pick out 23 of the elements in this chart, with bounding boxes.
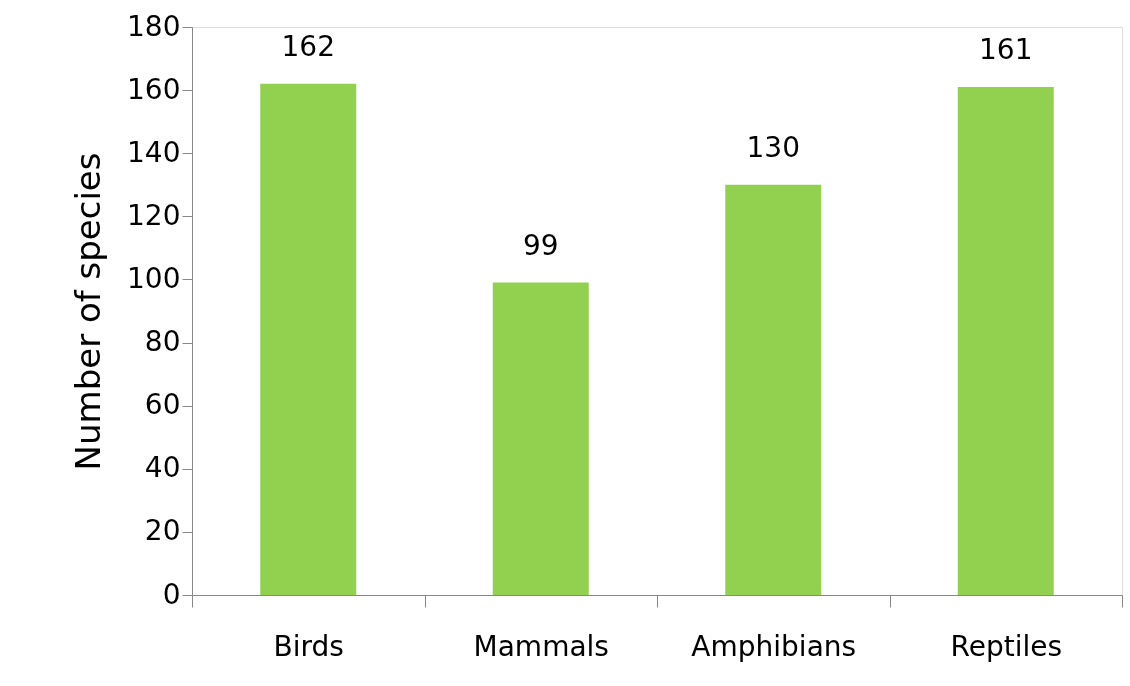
y-tick-label: 180 [127,9,181,43]
y-tick-label: 60 [144,388,181,422]
bar [260,83,357,595]
y-tick-label: 160 [127,72,181,106]
y-axis-title: Number of species [68,152,109,471]
x-tick-label: Reptiles [950,629,1063,663]
y-tick-label: 0 [162,577,181,611]
x-tick-label: Birds [273,629,344,663]
x-tick-label: Mammals [473,629,609,663]
data-label: 161 [979,32,1033,66]
data-label: 99 [522,228,559,262]
bar [492,282,589,595]
bar [725,184,822,595]
data-label: 130 [746,130,800,164]
y-tick-label: 140 [127,135,181,169]
x-tick-label: Amphibians [691,629,857,663]
y-tick-label: 40 [144,451,181,485]
y-tick-label: 20 [144,514,181,548]
y-tick-label: 120 [127,198,181,232]
y-tick-label: 100 [127,261,181,295]
bar [957,86,1054,595]
data-label: 162 [281,29,335,63]
y-tick-label: 80 [144,325,181,359]
